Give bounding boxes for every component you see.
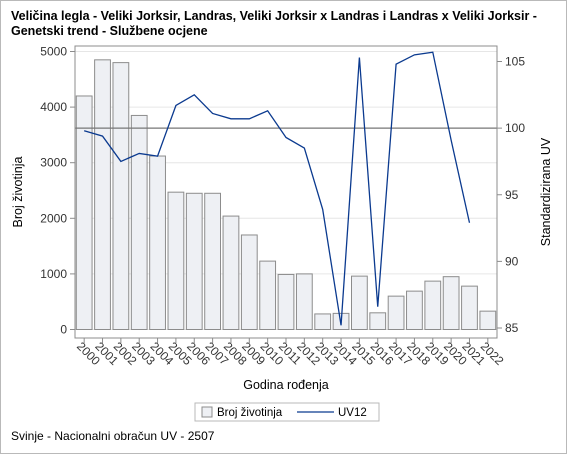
- footnote: Svinje - Nacionalni obračun UV - 2507: [11, 429, 215, 443]
- left-tick-label: 2000: [40, 211, 67, 225]
- bar: [277, 273, 295, 330]
- right-tick-label: 85: [505, 321, 519, 335]
- bar: [75, 95, 93, 331]
- left-axis: 0 1000 2000 3000 4000 5000: [40, 45, 75, 337]
- bar: [442, 276, 460, 330]
- legend-swatch-bar: [201, 406, 213, 418]
- legend-label-bar: Broj životinja: [217, 407, 283, 419]
- right-tick-label: 100: [505, 121, 525, 135]
- bar: [424, 280, 442, 330]
- bar: [314, 313, 332, 331]
- bar: [479, 310, 497, 331]
- left-tick-label: 3000: [40, 156, 67, 170]
- right-tick-label: 95: [505, 188, 519, 202]
- right-tick-label: 105: [505, 55, 525, 69]
- chart-title: Veličina legla - Veliki Jorksir, Landras…: [11, 9, 551, 39]
- legend: Broj životinja UV12: [194, 402, 380, 422]
- chart-title-line-2: Genetski trend - Službene ocjene: [11, 24, 208, 38]
- left-tick-label: 5000: [40, 45, 67, 59]
- legend-box: [194, 402, 380, 422]
- x-axis: 2000200120022003200420052006200720082009…: [74, 338, 507, 368]
- left-axis-label: Broj životinja: [11, 157, 25, 228]
- bar: [406, 290, 423, 330]
- bar: [204, 192, 221, 330]
- bar: [112, 62, 130, 331]
- left-tick-label: 1000: [40, 267, 67, 281]
- right-axis-label: Standardizirana UV: [539, 137, 553, 246]
- bar: [259, 260, 277, 330]
- uv12-line: [83, 51, 471, 326]
- bar-series: [75, 59, 497, 331]
- bar: [461, 285, 478, 330]
- bar: [222, 215, 240, 331]
- line-series: [83, 51, 471, 326]
- bar: [351, 275, 368, 330]
- bar: [149, 155, 166, 330]
- chart-title-line-1: Veličina legla - Veliki Jorksir, Landras…: [11, 9, 537, 23]
- x-axis-label: Godina rođenja: [243, 378, 329, 392]
- bar: [240, 234, 258, 330]
- bar: [185, 192, 203, 330]
- bar: [295, 273, 313, 330]
- right-tick-label: 90: [505, 254, 519, 268]
- bar: [387, 295, 405, 331]
- bar: [130, 114, 148, 330]
- bar: [167, 191, 185, 330]
- legend-label-line: UV12: [338, 407, 367, 419]
- left-tick-label: 0: [60, 323, 67, 337]
- bar: [369, 312, 387, 331]
- left-tick-label: 4000: [40, 100, 67, 114]
- bar: [94, 59, 111, 331]
- right-axis: 85 90 95 100 105: [497, 55, 525, 335]
